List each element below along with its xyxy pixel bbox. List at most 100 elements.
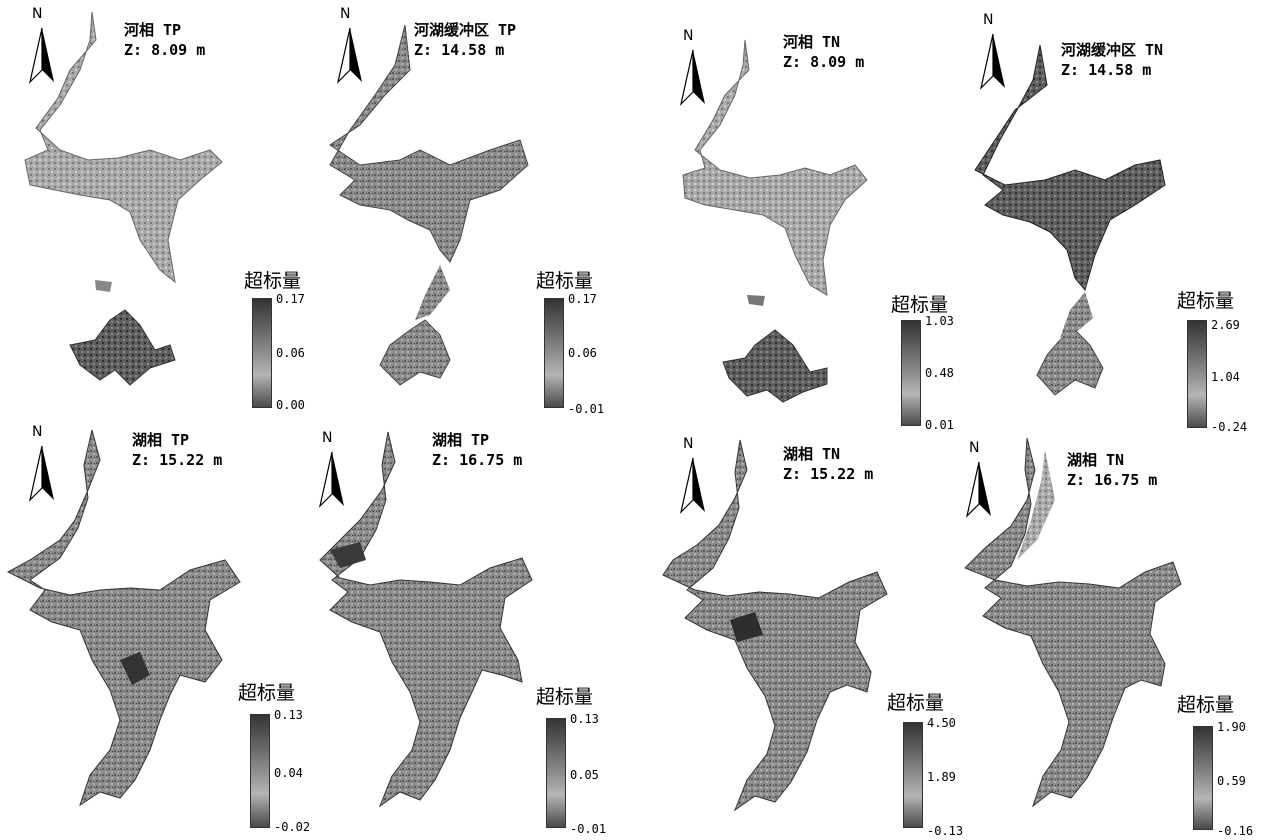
north-letter: N (983, 12, 994, 28)
panel-title: 湖相 TP Z: 16.75 m (432, 430, 522, 470)
reservoir-map (319, 431, 533, 808)
legend-min: -0.13 (927, 824, 964, 838)
depth-label: Z: 16.75 m (432, 451, 523, 469)
legend-title: 超标量 (536, 270, 594, 292)
map-panel-buffer-tn: N 河湖缓冲区 TN Z: 14.58 m 超标量 2.69 1.04 -0.2… (955, 0, 1275, 434)
map-panel-buffer-tp: N 河湖缓冲区 TP Z: 14.58 m 超标量 0.17 0.06 -0.0… (290, 0, 620, 420)
color-legend: 超标量 4.50 1.89 -0.13 (887, 688, 963, 840)
north-arrow: N (336, 6, 366, 90)
north-letter: N (340, 6, 351, 22)
reservoir-map (964, 437, 1182, 808)
panel-title: 河相 TN Z: 8.09 m (783, 32, 864, 72)
legend-colorbar (544, 298, 564, 408)
reservoir-map (6, 429, 241, 807)
color-legend: 超标量 1.03 0.48 0.01 (891, 290, 955, 440)
color-legend: 超标量 0.13 0.04 -0.02 (238, 678, 310, 840)
legend-title: 超标量 (1177, 290, 1235, 312)
reservoir-map (682, 39, 868, 403)
north-letter: N (683, 436, 694, 452)
legend-min: -0.01 (568, 402, 605, 416)
legend-mid: 0.48 (925, 366, 954, 380)
legend-max: 4.50 (927, 716, 956, 730)
map-panel-river-tn: N 河相 TN Z: 8.09 m 超标量 1.03 0.48 0.01 (655, 0, 955, 432)
depth-label: Z: 8.09 m (783, 53, 865, 71)
legend-mid: 0.05 (570, 768, 599, 782)
phase-label: 湖相 TP (132, 431, 190, 449)
north-letter: N (32, 6, 43, 22)
reservoir-map (24, 11, 223, 386)
north-arrow: N (318, 430, 348, 514)
north-arrow-icon (979, 33, 1005, 90)
legend-title: 超标量 (238, 682, 296, 704)
map-panel-lake-tp-16: N 湖相 TP Z: 16.75 m 超标量 0.13 0.05 -0.01 (300, 420, 620, 840)
legend-max: 0.17 (276, 292, 305, 306)
legend-max: 2.69 (1211, 318, 1240, 332)
depth-label: Z: 8.09 m (124, 41, 206, 59)
north-arrow: N (28, 424, 58, 508)
color-legend: 超标量 1.90 0.59 -0.16 (1177, 690, 1273, 840)
north-arrow: N (965, 440, 995, 524)
legend-title: 超标量 (244, 270, 302, 292)
legend-colorbar (1187, 320, 1207, 428)
north-arrow-icon (336, 27, 362, 84)
reservoir-map (329, 24, 529, 386)
north-arrow: N (679, 28, 709, 112)
north-arrow-icon (318, 451, 344, 508)
north-arrow-icon (28, 445, 54, 502)
legend-min: 0.01 (925, 418, 954, 432)
north-letter: N (32, 424, 43, 440)
phase-label: 湖相 TN (783, 445, 841, 463)
legend-mid: 0.06 (568, 346, 597, 360)
color-legend: 超标量 2.69 1.04 -0.24 (1177, 286, 1261, 436)
panel-title: 河相 TP Z: 8.09 m (124, 20, 205, 60)
map-panel-river-tp: N 河相 TP Z: 8.09 m 超标量 0.17 0.06 0.00 (0, 0, 305, 420)
depth-label: Z: 15.22 m (783, 465, 874, 483)
north-letter: N (683, 28, 694, 44)
legend-title: 超标量 (1177, 694, 1235, 716)
panel-title: 湖相 TP Z: 15.22 m (132, 430, 222, 470)
legend-max: 0.13 (570, 712, 599, 726)
panel-title: 河湖缓冲区 TP Z: 14.58 m (414, 20, 516, 60)
legend-min: -0.24 (1211, 420, 1248, 434)
legend-colorbar (546, 718, 566, 828)
panel-title: 河湖缓冲区 TN Z: 14.58 m (1061, 40, 1163, 80)
legend-min: -0.01 (570, 822, 607, 836)
north-arrow: N (979, 12, 1009, 96)
map-panel-lake-tn-15: N 湖相 TN Z: 15.22 m 超标量 4.50 1.89 -0.13 (655, 430, 963, 840)
depth-label: Z: 16.75 m (1067, 471, 1158, 489)
depth-label: Z: 14.58 m (1061, 61, 1152, 79)
legend-mid: 1.04 (1211, 370, 1240, 384)
color-legend: 超标量 0.13 0.05 -0.01 (536, 682, 618, 840)
legend-mid: 0.04 (274, 766, 303, 780)
legend-max: 0.17 (568, 292, 597, 306)
legend-min: 0.00 (276, 398, 305, 412)
phase-label: 湖相 TN (1067, 451, 1125, 469)
color-legend: 超标量 0.17 0.06 -0.01 (536, 266, 620, 426)
legend-colorbar (1193, 726, 1213, 830)
legend-min: -0.16 (1217, 824, 1254, 838)
panel-title: 湖相 TN Z: 15.22 m (783, 444, 873, 484)
panel-title: 湖相 TN Z: 16.75 m (1067, 450, 1157, 490)
phase-label: 河湖缓冲区 TP (414, 21, 517, 39)
reservoir-map (974, 44, 1166, 396)
north-letter: N (969, 440, 980, 456)
north-arrow-icon (679, 49, 705, 106)
phase-label: 湖相 TP (432, 431, 490, 449)
map-panel-lake-tp-15: N 湖相 TP Z: 15.22 m 超标量 0.13 0.04 -0.02 (0, 420, 310, 840)
depth-label: Z: 15.22 m (132, 451, 223, 469)
north-arrow: N (28, 6, 58, 90)
phase-label: 河相 TP (124, 21, 182, 39)
map-panel-lake-tn-16: N 湖相 TN Z: 16.75 m 超标量 1.90 0.59 -0.16 (955, 430, 1275, 840)
north-arrow-icon (965, 461, 991, 518)
north-letter: N (322, 430, 333, 446)
legend-max: 1.03 (925, 314, 954, 328)
legend-mid: 0.06 (276, 346, 305, 360)
legend-min: -0.02 (274, 820, 311, 834)
legend-max: 0.13 (274, 708, 303, 722)
legend-mid: 1.89 (927, 770, 956, 784)
legend-mid: 0.59 (1217, 774, 1246, 788)
legend-colorbar (252, 298, 272, 408)
north-arrow-icon (679, 457, 705, 514)
legend-colorbar (250, 714, 270, 828)
depth-label: Z: 14.58 m (414, 41, 505, 59)
